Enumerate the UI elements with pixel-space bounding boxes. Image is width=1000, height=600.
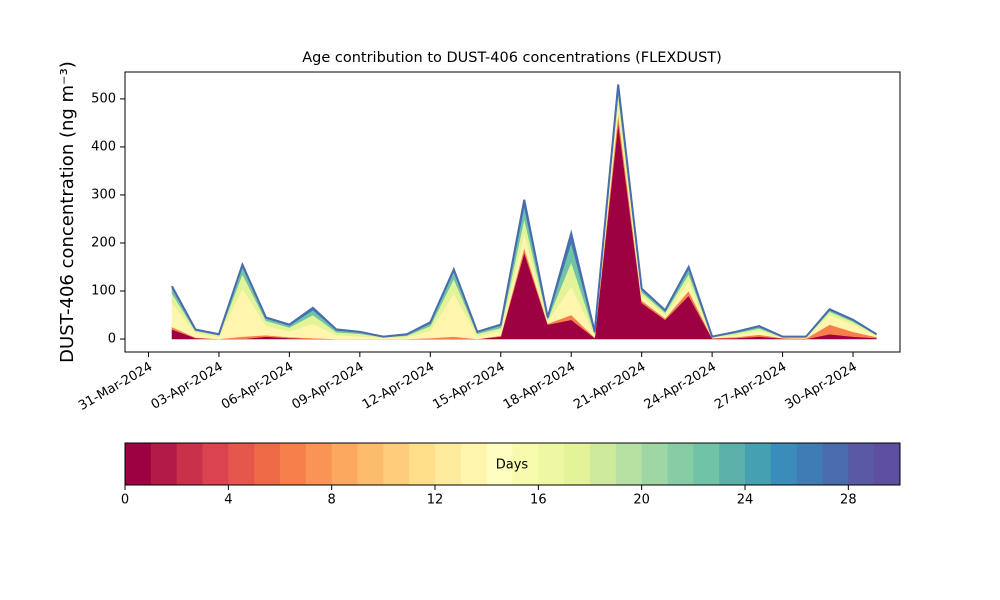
colorbar-swatch — [770, 443, 798, 485]
colorbar-tick-label: 24 — [737, 493, 754, 508]
colorbar-swatch — [254, 443, 281, 485]
colorbar-swatch — [615, 443, 643, 485]
colorbar-swatch — [331, 443, 358, 485]
y-tick-label: 300 — [91, 187, 116, 202]
colorbar-tick-label: 28 — [840, 493, 857, 508]
colorbar-swatch — [796, 443, 823, 485]
colorbar-swatch — [486, 443, 513, 485]
colorbar-swatch — [538, 443, 565, 485]
colorbar-swatch — [667, 443, 694, 485]
colorbar-tick-label: 20 — [633, 493, 650, 508]
colorbar-swatch — [822, 443, 849, 485]
colorbar-swatch — [305, 443, 333, 485]
colorbar-swatch — [383, 443, 410, 485]
colorbar-swatch — [202, 443, 229, 485]
colorbar-swatch — [719, 443, 746, 485]
y-tick-label: 100 — [91, 284, 116, 299]
total-line — [171, 84, 878, 338]
colorbar-swatch — [280, 443, 307, 485]
colorbar-swatch — [460, 443, 488, 485]
colorbar-swatch — [409, 443, 436, 485]
y-tick-label: 500 — [91, 91, 116, 106]
colorbar-tick-label: 4 — [224, 493, 232, 508]
y-axis-label: DUST-406 concentration (ng m⁻³) — [57, 61, 78, 363]
colorbar-swatch — [150, 443, 178, 485]
colorbar-swatch — [693, 443, 720, 485]
colorbar-swatch — [228, 443, 255, 485]
colorbar-swatch — [641, 443, 668, 485]
y-tick-label: 0 — [108, 332, 116, 347]
colorbar-tick-label: 12 — [427, 493, 444, 508]
colorbar-label: Days — [496, 458, 529, 473]
chart-title: Age contribution to DUST-406 concentrati… — [302, 50, 722, 66]
colorbar-swatch — [512, 443, 539, 485]
colorbar-tick-label: 8 — [328, 493, 336, 508]
colorbar-swatch — [125, 443, 152, 485]
colorbar-swatch — [848, 443, 875, 485]
colorbar-frame — [124, 442, 901, 486]
colorbar-tick-label: 0 — [121, 493, 129, 508]
colorbar-swatch — [176, 443, 203, 485]
plot-frame — [124, 71, 901, 353]
colorbar-swatch — [435, 443, 462, 485]
colorbar-swatch — [745, 443, 772, 485]
y-tick-label: 200 — [91, 235, 116, 250]
colorbar-tick-label: 16 — [530, 493, 547, 508]
colorbar-swatch — [590, 443, 617, 485]
colorbar-swatch — [874, 443, 901, 485]
plot-area — [171, 84, 878, 340]
colorbar-swatch — [357, 443, 384, 485]
colorbar-swatch — [564, 443, 591, 485]
y-tick-label: 400 — [91, 139, 116, 154]
